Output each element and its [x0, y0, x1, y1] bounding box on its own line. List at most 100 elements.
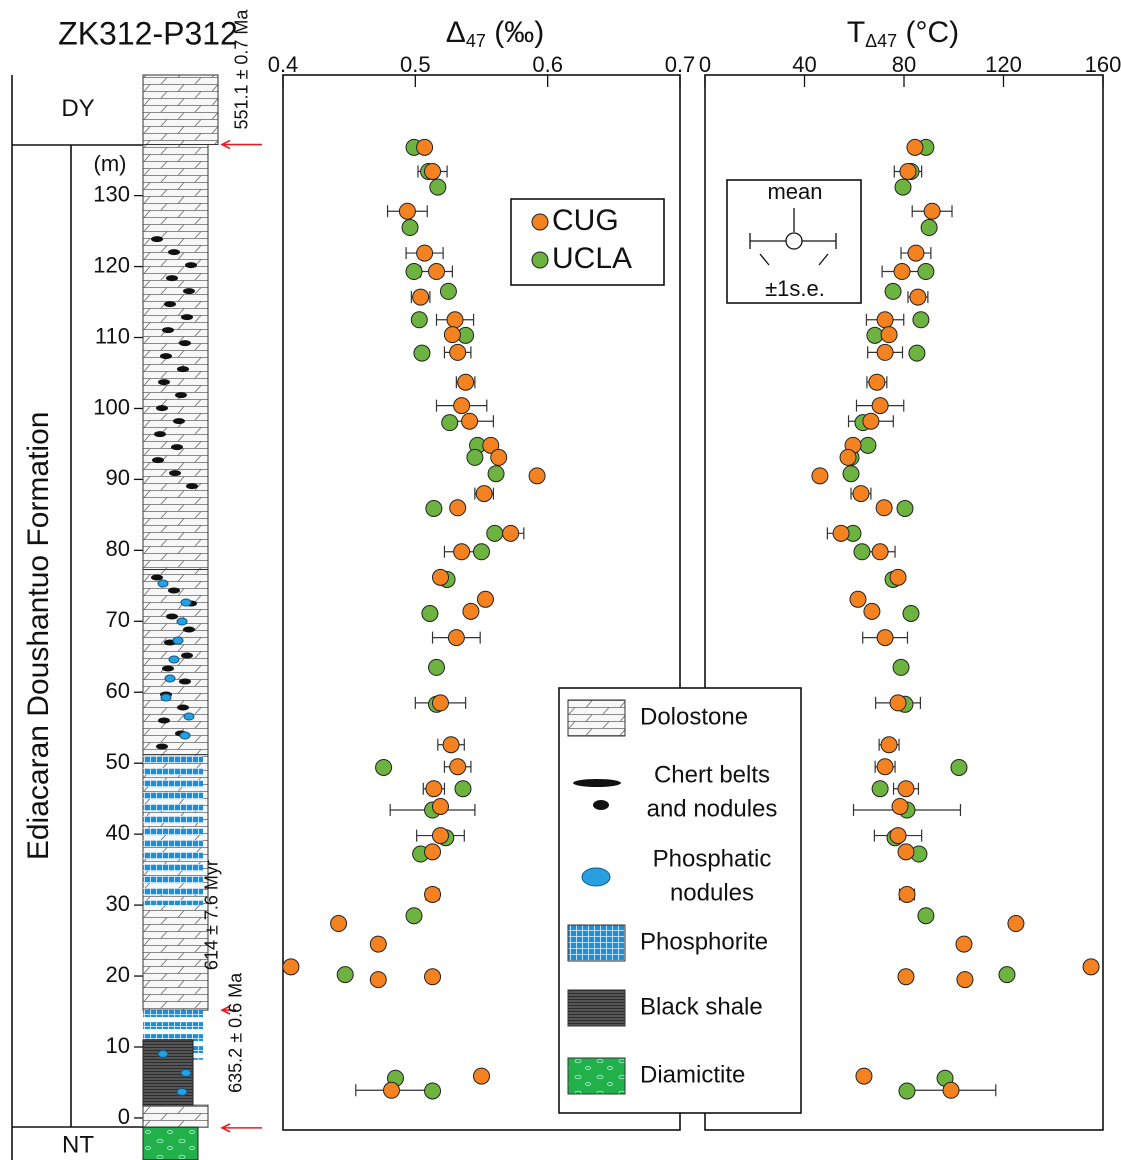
data-point	[889, 827, 907, 845]
phosphatic-nodule	[164, 674, 176, 683]
axis-title: Δ47 (‰)	[446, 16, 544, 51]
phosphorite-band	[143, 1034, 203, 1042]
legend-swatch	[573, 779, 621, 810]
y-tick-label: 70	[106, 607, 130, 632]
phosphatic-nodule	[180, 598, 192, 607]
chert	[169, 470, 181, 477]
data-point	[413, 344, 431, 362]
data-point	[502, 524, 520, 542]
data-point	[330, 915, 348, 933]
data-point	[431, 797, 449, 815]
data-point	[907, 244, 925, 262]
data-point	[868, 373, 886, 391]
data-point	[917, 263, 935, 281]
data-point	[424, 843, 442, 861]
phosphorite-band	[143, 792, 203, 800]
legend-swatch	[567, 989, 626, 1027]
data-point	[897, 843, 915, 861]
legend-label: CUG	[552, 204, 619, 237]
age-label: 551.1 ± 0.7 Ma	[232, 9, 252, 130]
chert	[168, 249, 180, 256]
axis-label: (m)	[94, 151, 127, 176]
legend-label: Dolostone	[640, 703, 748, 730]
y-tick-label: 120	[93, 252, 130, 277]
legend-swatch	[567, 924, 626, 962]
chert	[179, 340, 191, 347]
y-tick-label: 10	[106, 1033, 130, 1058]
data-point	[428, 263, 446, 281]
data-point	[447, 629, 465, 647]
panel-frame	[282, 74, 681, 1131]
lithology-legend-box	[558, 687, 802, 1114]
phosphatic-nodule	[172, 636, 184, 645]
data-point	[383, 1081, 401, 1099]
key-box	[726, 179, 862, 304]
data-point	[906, 138, 924, 156]
legend-label: nodules	[670, 879, 754, 906]
legend-box	[510, 198, 665, 286]
phosphorite-band	[143, 900, 203, 906]
data-point	[528, 467, 546, 485]
y-tick-label: 40	[106, 820, 130, 845]
data-point	[832, 524, 850, 542]
annotation: ±1s.e.	[765, 276, 825, 301]
data-point	[889, 568, 907, 586]
data-point	[486, 524, 504, 542]
layer	[142, 144, 209, 571]
data-point	[876, 311, 894, 329]
y-tick-label: 60	[106, 678, 130, 703]
chert	[175, 392, 187, 399]
chert	[186, 483, 198, 490]
data-point	[891, 797, 909, 815]
data-point	[853, 543, 871, 561]
chert	[179, 678, 191, 685]
axis-title-part: (‰)	[486, 16, 544, 49]
y-tick-label: 90	[106, 465, 130, 490]
data-point	[453, 543, 471, 561]
data-point	[462, 602, 480, 620]
layer	[142, 74, 219, 146]
chert	[154, 431, 166, 438]
y-tick-label: 30	[106, 891, 130, 916]
data-point	[863, 602, 881, 620]
data-point	[446, 311, 464, 329]
lithology-layer	[142, 1104, 209, 1128]
data-point	[375, 758, 393, 776]
data-point	[880, 326, 898, 344]
data-point	[431, 694, 449, 712]
data-point	[453, 397, 471, 415]
phosphatic-nodule	[179, 731, 191, 740]
data-point	[923, 202, 941, 220]
chert	[162, 665, 174, 672]
chert	[168, 587, 180, 594]
chert	[151, 574, 163, 581]
phosphorite-band	[143, 840, 203, 848]
data-point	[876, 758, 894, 776]
x-tick-label: 0.7	[665, 52, 696, 77]
data-point	[899, 162, 917, 180]
y-tick-label: 20	[106, 962, 130, 987]
phosphatic-nodule	[157, 579, 169, 588]
data-point	[401, 219, 419, 237]
data-point	[859, 436, 877, 454]
y-tick-label: 100	[93, 394, 130, 419]
data-point	[896, 499, 914, 517]
data-point	[1007, 915, 1025, 933]
phosphorite-band	[143, 852, 203, 860]
data-point	[442, 736, 460, 754]
lithology-layer	[157, 579, 195, 740]
chert	[181, 652, 193, 659]
data-point	[473, 1067, 490, 1085]
phosphorite-band	[143, 888, 203, 896]
legend-swatch	[567, 699, 626, 737]
data-point	[897, 968, 915, 986]
data-point	[369, 971, 387, 989]
mean-key: mean ±1s.e.	[726, 179, 862, 304]
data-point	[998, 966, 1016, 984]
data-point	[920, 219, 938, 237]
data-point	[852, 485, 870, 503]
legend-label: Black shale	[640, 993, 763, 1020]
layer	[142, 1126, 199, 1160]
lithology-layer	[151, 236, 198, 490]
